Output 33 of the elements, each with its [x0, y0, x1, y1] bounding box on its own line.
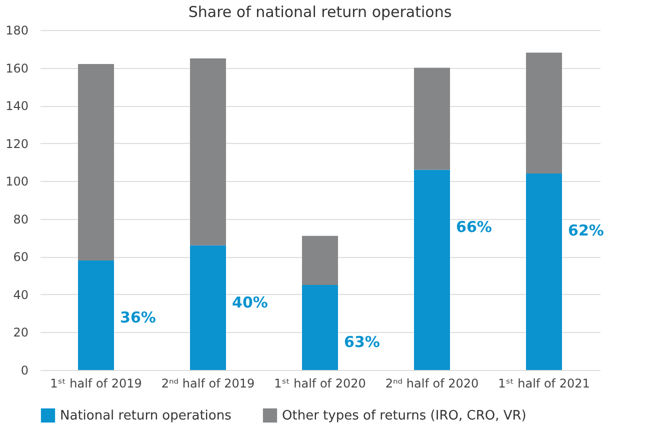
legend-label: Other types of returns (IRO, CRO, VR) [282, 408, 526, 424]
bar [190, 58, 226, 246]
y-tick-label: 140 [6, 99, 28, 114]
annotation: 40% [232, 293, 268, 312]
y-tick-label: 20 [13, 326, 28, 340]
bar [526, 174, 562, 370]
bar [78, 260, 114, 370]
annotation: 62% [568, 222, 604, 240]
y-tick-label: 160 [6, 61, 28, 76]
y-tick-label: 60 [13, 250, 28, 264]
x-tick-label: 1ˢᵗ half of 2019 [50, 376, 142, 390]
y-tick-label: 100 [6, 174, 28, 189]
bar [302, 236, 338, 285]
y-tick-label: 120 [6, 136, 28, 151]
bar [414, 170, 450, 370]
y-tick-label: 180 [6, 24, 28, 38]
bar [78, 64, 114, 260]
y-tick-label: 80 [13, 212, 28, 226]
bar [526, 52, 562, 174]
bar [302, 285, 338, 370]
y-tick-label: 0 [20, 364, 28, 378]
chart-title: Share of national return operations [188, 3, 452, 21]
legend-label: National return operations [60, 408, 232, 424]
bar [190, 245, 226, 370]
x-tick-label: 2ⁿᵈ half of 2020 [385, 376, 479, 390]
annotation: 66% [456, 218, 492, 236]
x-tick-label: 1ˢᵗ half of 2021 [498, 376, 590, 390]
x-tick-label: 2ⁿᵈ half of 2019 [161, 376, 255, 390]
bar [414, 68, 450, 170]
annotation: 36% [120, 308, 156, 326]
y-tick-label: 40 [13, 288, 28, 302]
annotation: 63% [344, 333, 380, 351]
x-tick-label: 1ˢᵗ half of 2020 [274, 376, 366, 390]
